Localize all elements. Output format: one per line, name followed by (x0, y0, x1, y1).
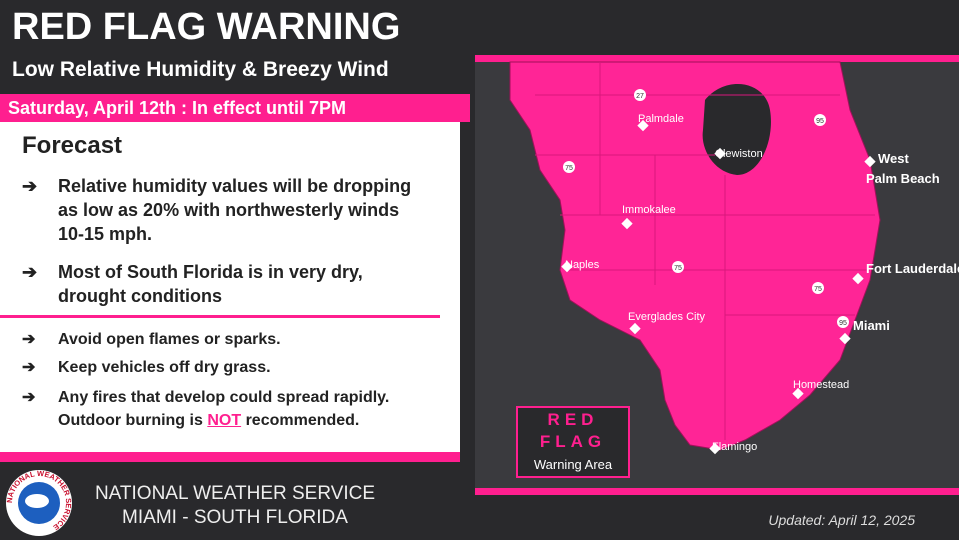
emphasis: NOT (207, 412, 242, 429)
legend-text: FLAG (540, 432, 606, 451)
city-label: West (878, 151, 909, 166)
action-text: Any fires that develop could spread rapi… (58, 389, 390, 406)
highway-shield (812, 282, 824, 294)
city-label: Naples (565, 259, 600, 271)
action-text: Outdoor burning is (58, 412, 203, 429)
updated: Updated: April 12, 2025 (768, 512, 915, 528)
logo: NATIONAL WEATHER SERVICE (5, 469, 73, 536)
map-top-bar (475, 55, 959, 62)
city-marker (709, 442, 721, 455)
county-lines (535, 62, 875, 440)
city-marker (839, 332, 851, 345)
highway-number: 75 (674, 265, 682, 272)
logo-cloud (25, 494, 49, 508)
city-label: Flamingo (712, 441, 757, 453)
highway-shield (563, 161, 575, 173)
office: NATIONAL WEATHER SERVICE MIAMI - SOUTH FL… (80, 482, 390, 530)
forecast-panel: Forecast Relative humidity values will b… (0, 122, 460, 452)
city-label: Immokalee (622, 204, 676, 216)
action-text: recommended. (245, 412, 360, 429)
map-bottom-bar (475, 488, 959, 495)
highway-shield (814, 114, 826, 126)
action-item: Keep vehicles off dry grass. (22, 356, 422, 379)
heading: Forecast (22, 132, 123, 159)
subtitle: Low Relative Humidity & Breezy Wind (12, 58, 389, 81)
city-marker (852, 272, 864, 285)
city-label: Fort Lauderdale (866, 261, 959, 276)
forecast-item: Most of South Florida is in very dry, dr… (22, 260, 422, 308)
city-marker (629, 322, 641, 335)
highway-shield (672, 261, 684, 273)
cities: Palmdale Clewiston West Palm Beach Immokalee… (561, 113, 959, 455)
city-label: Palmdale (638, 113, 684, 125)
city-marker (621, 217, 633, 230)
shields: 27 95 75 75 75 95 (563, 89, 849, 328)
highway-shield (634, 89, 646, 101)
banner: Saturday, April 12th : In effect until 7… (0, 94, 470, 122)
city-marker (792, 387, 804, 400)
city-label: Miami (853, 318, 890, 333)
divider (0, 315, 440, 318)
highway-number: 95 (816, 118, 824, 125)
forecast-item: Relative humidity values will be droppin… (22, 174, 422, 246)
city-label: Homestead (793, 379, 849, 391)
action-item: Avoid open flames or sparks. (22, 328, 422, 351)
legend-text: RED (548, 410, 599, 429)
city-label: Everglades City (628, 311, 706, 323)
city-label: Clewiston (715, 148, 763, 160)
highway-number: 27 (636, 93, 644, 100)
highway-shield (837, 316, 849, 328)
highway-number: 75 (565, 165, 573, 172)
map: Palmdale Clewiston West Palm Beach Immokalee… (475, 55, 959, 495)
city-label: Palm Beach (866, 171, 940, 186)
title: RED FLAG WARNING (12, 6, 401, 48)
region: MIAMI - SOUTH FLORIDA (122, 507, 348, 528)
highway-number: 75 (814, 286, 822, 293)
warning-area (509, 61, 881, 451)
office-name: NATIONAL WEATHER SERVICE (94, 483, 376, 504)
legend-text: Warning Area (534, 457, 613, 472)
highway-number: 95 (839, 320, 847, 327)
action-item: Any fires that develop could spread rapi… (22, 386, 462, 432)
legend-box (516, 406, 630, 478)
accent-bar (0, 452, 460, 462)
city-marker (637, 119, 649, 132)
